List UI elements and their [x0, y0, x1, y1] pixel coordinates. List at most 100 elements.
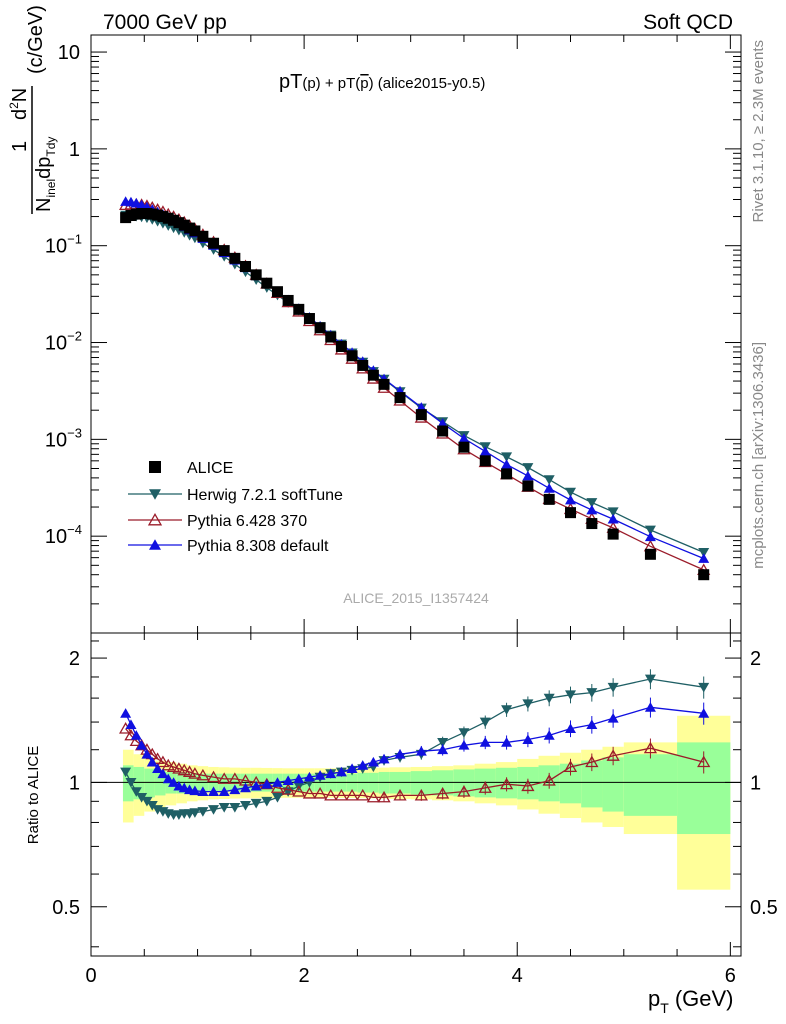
x-axis-label: pT (GeV) [648, 986, 734, 1016]
pythia-8-308-default-point [437, 418, 449, 428]
stat-band [133, 766, 145, 800]
y-tick-exponent: −4 [67, 522, 82, 537]
stat-band [602, 757, 624, 812]
alice-data-point [271, 286, 283, 298]
rivet-version-text: Rivet 3.1.10, ≥ 2.3M events [750, 40, 767, 223]
pythia-6-428-370-ratio-point [436, 786, 450, 799]
pythia-8-308-default-point [644, 531, 656, 542]
pythia-8-308-default-ratio-point [208, 786, 220, 797]
ratio-tick-label-left: 2 [69, 648, 80, 670]
y-tick-label: 10−3 [45, 425, 82, 451]
pythia-8-308-default-ratio-point [152, 763, 164, 774]
pythia-6-428-370-ratio-point [302, 786, 317, 799]
pythia-8-308-default-ratio-point [130, 730, 142, 740]
pythia-6-428-370-ratio-point [697, 755, 711, 768]
ratio-plot-frame [90, 632, 742, 957]
alice-data-point [394, 392, 406, 404]
herwig-7-2-1-softtune-ratio-point [586, 688, 598, 698]
pythia-8-308-default-ratio-point [543, 730, 555, 740]
title-part: ) [369, 75, 374, 92]
data-series [119, 196, 711, 820]
ratio-tick-label-right: 2 [750, 648, 761, 670]
title-part: + pT [321, 75, 356, 92]
pythia-6-428-370-ratio-point [377, 790, 391, 803]
alice-data-point [501, 468, 513, 480]
pythia-6-428-370-ratio-point [161, 758, 175, 771]
alice-data-point [325, 331, 337, 343]
pythia-6-428-370-ratio-line [125, 728, 704, 799]
alice-data-point [522, 480, 534, 492]
pythia-6-428-370-ratio-point [414, 788, 428, 801]
herwig-7-2-1-softtune-ratio-point [218, 803, 230, 813]
pythia-8-308-default-ratio-point [437, 744, 449, 755]
y-label-part: d2N [7, 88, 31, 120]
pythia-8-308-default-ratio-point [229, 784, 241, 795]
alice-data-point [644, 548, 656, 560]
alice-data-point [415, 409, 427, 421]
pythia-6-428-370-ratio-point [563, 760, 578, 773]
alice-data-point [378, 378, 390, 390]
pythia-8-308-default-point [565, 494, 577, 505]
pythia-6-428-370-ratio-point [521, 779, 535, 792]
alice-data-point [357, 359, 369, 371]
y-tick-label: 10−2 [45, 329, 82, 355]
herwig-7-2-1-softtune-ratio-point [261, 796, 273, 807]
pythia-8-308-default-ratio-point [218, 786, 230, 797]
pythia-6-428-370-ratio-point [542, 774, 556, 786]
pythia-6-428-370-ratio-point [499, 777, 514, 790]
mcplots-credit-text: mcplots.cern.ch [arXiv:1306.3436] [750, 342, 767, 569]
x-tick-label: 2 [299, 965, 310, 987]
alice-data-point [218, 245, 230, 257]
pythia-6-428-370-ratio-point [313, 786, 327, 799]
pythia-8-308-default-ratio-point [501, 737, 513, 747]
legend-marker-herwig-7-2-1-softtune [149, 489, 161, 500]
pythia-6-428-370-ratio-point [292, 785, 306, 797]
x-tick-label: 6 [725, 965, 736, 987]
pythia-8-308-default-ratio-point [261, 778, 273, 789]
pythia-6-428-370-ratio-point [172, 762, 186, 774]
y-tick-label: 10 [58, 42, 80, 64]
pythia-8-308-default-ratio-point [357, 760, 369, 770]
pythia-8-308-default-ratio-point [271, 777, 283, 787]
pythia-8-308-default-ratio-point [586, 719, 598, 730]
herwig-7-2-1-softtune-ratio-point [141, 796, 153, 807]
pythia-6-428-370-ratio-point [188, 767, 202, 779]
pythia-8-308-default-ratio-point [303, 771, 315, 782]
pythia-6-428-370-ratio-point [182, 765, 197, 778]
herwig-7-2-1-softtune-point [543, 475, 555, 485]
y-label-part: N [9, 88, 31, 102]
ratio-y-axis-label: Ratio to ALICE [25, 746, 42, 844]
pythia-6-428-370-ratio-point [324, 788, 338, 801]
herwig-7-2-1-softtune-ratio-point [437, 737, 449, 748]
pythia-6-428-370-ratio-point [334, 788, 349, 801]
pythia-6-428-370-ratio-point [156, 755, 170, 768]
x-tick-label: 4 [512, 965, 523, 987]
y-label-part: dp [33, 157, 55, 179]
y-label-part: 2 [7, 102, 21, 109]
alice-data-point [335, 340, 347, 352]
pythia-8-308-default-point [522, 470, 534, 481]
y-label-part: d [9, 109, 31, 120]
herwig-7-2-1-softtune-ratio-point [501, 705, 513, 715]
stat-band [122, 765, 134, 802]
herwig-7-2-1-softtune-ratio-point [271, 792, 283, 803]
stat-band [623, 754, 678, 816]
pythia-8-308-default-ratio-point [250, 780, 262, 791]
pythia-8-308-default-point [479, 446, 491, 456]
y-label-part: inel [44, 179, 58, 198]
pythia-8-308-default-ratio-point [415, 745, 427, 756]
alice-data-point [240, 260, 252, 272]
herwig-7-2-1-softtune-point [501, 452, 513, 463]
pythia-8-308-default-ratio-point [458, 740, 470, 750]
herwig-7-2-1-softtune-point [565, 487, 577, 498]
pythia-8-308-default-ratio-point [120, 708, 132, 718]
herwig-7-2-1-softtune-ratio-point [120, 767, 132, 778]
pythia-8-308-default-ratio-point [162, 773, 174, 784]
ratio-tick-label-right: 1 [750, 772, 761, 794]
herwig-7-2-1-softtune-ratio-point [250, 798, 262, 809]
y-axis-label: 1 d2N NineldpTdy (c/GeV) [7, 5, 58, 214]
pythia-8-308-default-point [543, 483, 555, 493]
pythia-8-308-default-ratio-point [125, 719, 137, 730]
alice-data-point [229, 252, 241, 264]
